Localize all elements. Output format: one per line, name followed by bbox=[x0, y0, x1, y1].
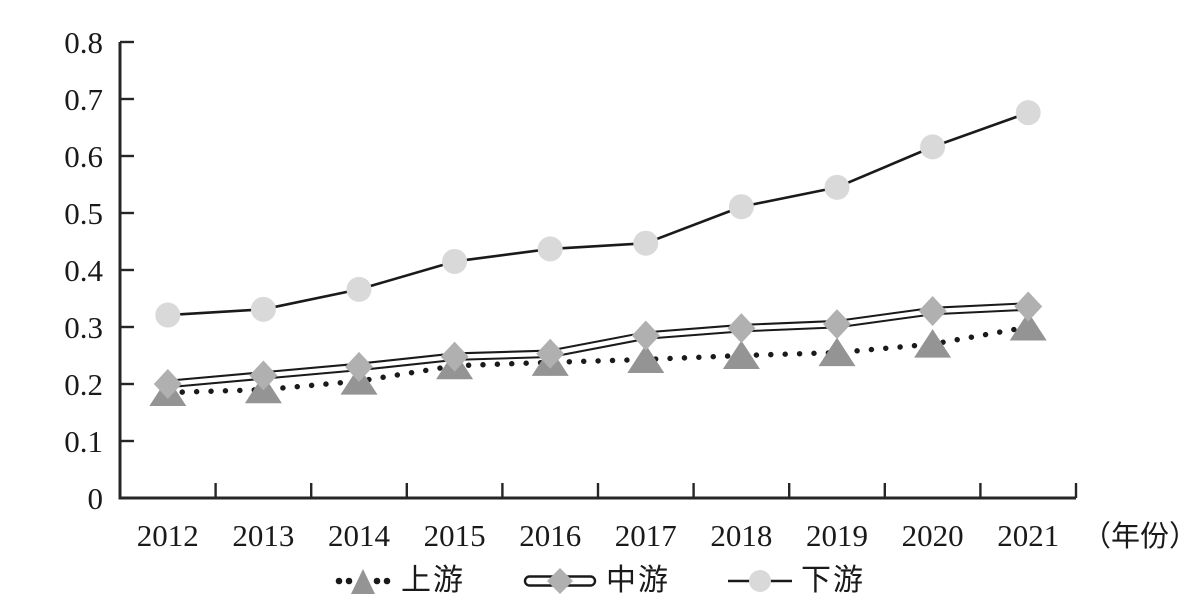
downstream-circle-marker bbox=[442, 248, 468, 274]
midstream-diamond-marker bbox=[918, 296, 947, 327]
x-tick-label: 2020 bbox=[902, 518, 964, 553]
x-axis-unit-label: （年份） bbox=[1082, 520, 1198, 553]
downstream-circle-marker bbox=[250, 296, 276, 322]
legend-item-midstream: 中游 bbox=[523, 565, 670, 597]
y-tick-label: 0.7 bbox=[64, 82, 103, 117]
midstream-diamond-marker bbox=[727, 313, 756, 344]
series-lines bbox=[165, 111, 1031, 396]
downstream-line bbox=[167, 111, 1029, 317]
downstream-line-circle-icon bbox=[728, 570, 792, 592]
midstream-double-line-inner bbox=[167, 304, 1029, 387]
series-markers bbox=[149, 100, 1047, 407]
midstream-diamond-marker bbox=[536, 338, 565, 369]
downstream-circle-marker bbox=[728, 194, 754, 220]
x-tick-label: 2019 bbox=[806, 518, 868, 553]
midstream-diamond-marker bbox=[440, 341, 469, 372]
upstream-dotted-line bbox=[165, 324, 1031, 396]
midstream-diamond-marker bbox=[249, 360, 278, 391]
x-tick-label: 2017 bbox=[615, 518, 677, 553]
legend-dot bbox=[383, 577, 391, 585]
legend-dot bbox=[345, 577, 353, 585]
legend-label-upstream: 上游 bbox=[401, 564, 465, 597]
y-tick-label: 0.5 bbox=[64, 196, 103, 231]
downstream-circle-marker bbox=[537, 236, 563, 262]
legend-dot bbox=[335, 577, 343, 585]
legend-item-downstream: 下游 bbox=[728, 565, 865, 597]
legend-diamond-marker bbox=[547, 568, 573, 594]
midstream-diamond-marker bbox=[823, 309, 851, 340]
legend-label-downstream: 下游 bbox=[801, 564, 865, 597]
y-tick-label: 0 bbox=[88, 481, 104, 516]
axes bbox=[118, 40, 1078, 500]
downstream-circle-marker bbox=[1015, 100, 1041, 126]
legend-item-upstream: 上游 bbox=[334, 565, 465, 597]
downstream-circle-marker bbox=[824, 174, 850, 200]
x-tick-label: 2016 bbox=[519, 518, 581, 553]
legend: 上游 中游 下游 bbox=[0, 557, 1199, 605]
midstream-double-line-diamond-icon bbox=[523, 568, 597, 594]
legend-triangle-marker bbox=[351, 569, 375, 594]
x-tick-label: 2015 bbox=[424, 518, 486, 553]
midstream-diamond-marker bbox=[153, 369, 182, 399]
y-tick-label: 0.1 bbox=[64, 424, 103, 459]
downstream-circle-marker bbox=[920, 134, 946, 160]
legend-dot bbox=[373, 577, 381, 585]
downstream-circle-marker bbox=[155, 302, 181, 328]
x-tick-label: 2018 bbox=[710, 518, 772, 553]
legend-label-midstream: 中游 bbox=[606, 564, 670, 597]
x-tick-label: 2012 bbox=[137, 518, 199, 553]
midstream-diamond-marker bbox=[1014, 291, 1043, 322]
y-tick-label: 0.4 bbox=[64, 253, 103, 288]
upstream-triangle-marker bbox=[914, 329, 952, 358]
downstream-circle-marker bbox=[346, 276, 372, 302]
upstream-triangle-marker bbox=[1009, 312, 1047, 341]
y-tick-label: 0.8 bbox=[64, 25, 103, 60]
upstream-triangle-marker bbox=[627, 344, 665, 373]
downstream-circle-marker bbox=[633, 230, 659, 256]
upstream-triangle-marker bbox=[818, 337, 856, 367]
x-tick-label: 2021 bbox=[997, 518, 1059, 553]
y-tick-label: 0.3 bbox=[64, 310, 103, 345]
axis-labels: 0 0.1 0.2 0.3 0.4 0.5 0.6 0.7 0.8 2012 2013 2014 201… bbox=[64, 25, 1198, 553]
x-tick-label: 2013 bbox=[232, 518, 294, 553]
upstream-dotted-triangle-icon bbox=[335, 569, 391, 594]
x-tick-label: 2014 bbox=[328, 518, 391, 553]
midstream-diamond-marker bbox=[345, 351, 373, 382]
legend-circle-marker bbox=[749, 570, 771, 592]
y-tick-label: 0.6 bbox=[64, 139, 103, 174]
upstream-triangle-marker bbox=[722, 340, 760, 369]
midstream-diamond-marker bbox=[631, 320, 660, 351]
y-tick-label: 0.2 bbox=[64, 367, 103, 402]
